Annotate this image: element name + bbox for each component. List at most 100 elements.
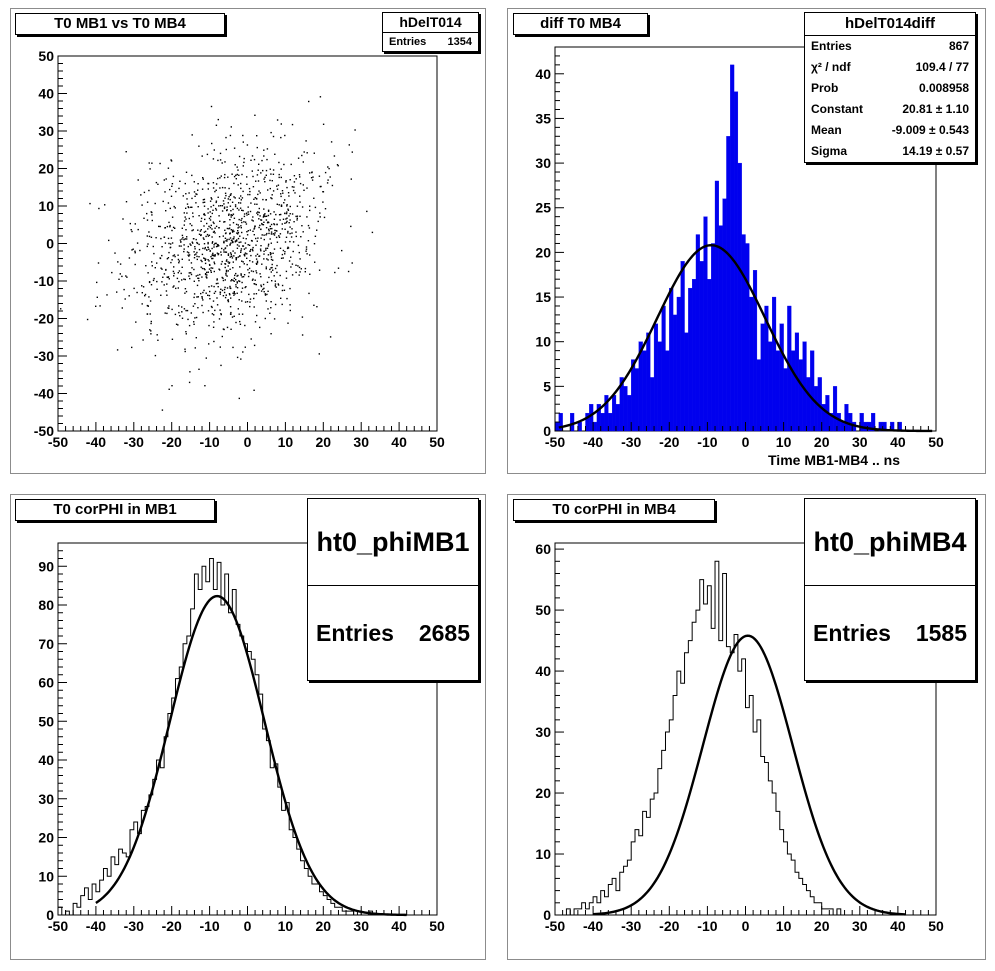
scatter-point: [234, 204, 237, 206]
scatter-point: [230, 328, 232, 330]
x-tick-label: 10: [776, 434, 792, 450]
scatter-point: [179, 180, 181, 182]
pad-title: diff T0 MB4: [513, 13, 648, 35]
x-tick-label: -40: [86, 434, 106, 450]
scatter-point: [317, 220, 319, 223]
scatter-point: [228, 261, 231, 264]
scatter-point: [210, 271, 212, 273]
scatter-point: [165, 210, 167, 212]
scatter-point: [189, 277, 191, 280]
scatter-point: [232, 279, 234, 282]
scatter-point: [206, 276, 208, 279]
scatter-point: [309, 254, 311, 256]
scatter-point: [237, 231, 240, 234]
scatter-point: [299, 182, 302, 185]
scatter-point: [249, 301, 251, 303]
scatter-point: [96, 296, 98, 298]
scatter-point: [171, 183, 174, 185]
scatter-point: [173, 205, 175, 208]
scatter-point: [246, 214, 248, 216]
scatter-point: [207, 182, 210, 185]
scatter-point: [276, 223, 278, 226]
scatter-point: [242, 134, 244, 137]
scatter-point: [350, 225, 352, 228]
x-tick-label: -10: [697, 434, 717, 450]
scatter-point: [188, 272, 190, 274]
scatter-point: [148, 235, 151, 238]
scatter-point: [227, 300, 230, 303]
scatter-point: [236, 166, 238, 168]
scatter-point: [281, 303, 283, 306]
scatter-point: [251, 155, 254, 157]
scatter-point: [285, 236, 288, 238]
scatter-point: [210, 224, 212, 227]
stats-label: Prob: [811, 81, 839, 95]
scatter-point: [176, 277, 179, 280]
y-tick-label: 15: [535, 289, 551, 305]
scatter-point: [243, 253, 245, 256]
scatter-point: [229, 287, 231, 289]
scatter-point: [161, 246, 163, 248]
scatter-point: [198, 280, 200, 282]
scatter-point: [119, 273, 121, 275]
histogram-bar: [676, 296, 681, 432]
scatter-point: [256, 262, 259, 264]
scatter-point: [265, 234, 267, 236]
scatter-point: [192, 242, 194, 244]
scatter-point: [235, 174, 237, 176]
scatter-point: [285, 212, 288, 215]
scatter-point: [304, 267, 307, 270]
scatter-point: [157, 339, 159, 341]
scatter-point: [265, 300, 267, 302]
scatter-point: [267, 209, 270, 211]
scatter-point: [202, 247, 204, 250]
scatter-point: [243, 161, 245, 164]
scatter-point: [282, 249, 285, 252]
scatter-point: [215, 245, 218, 248]
scatter-point: [222, 295, 225, 297]
scatter-point: [207, 188, 209, 190]
scatter-point: [211, 257, 213, 260]
scatter-point: [147, 305, 149, 307]
scatter-point: [311, 179, 314, 181]
scatter-point: [280, 168, 282, 170]
scatter-point: [266, 258, 268, 260]
scatter-point: [184, 350, 186, 353]
histogram-bar: [695, 234, 700, 432]
scatter-point: [185, 331, 187, 333]
scatter-point: [258, 226, 260, 229]
scatter-point: [253, 198, 255, 200]
stats-label: Sigma: [811, 144, 848, 158]
y-tick-label: 0: [543, 907, 551, 923]
scatter-point: [271, 197, 273, 200]
scatter-point: [249, 250, 251, 252]
scatter-point: [234, 274, 236, 277]
scatter-point: [171, 259, 173, 261]
scatter-point: [251, 170, 253, 172]
scatter-point: [232, 250, 234, 252]
scatter-point: [231, 240, 233, 242]
scatter-point: [264, 294, 267, 296]
stats-row: Mean -9.009 ± 0.543: [805, 120, 975, 141]
scatter-point: [252, 220, 254, 222]
scatter-point: [171, 308, 173, 311]
scatter-point: [211, 306, 213, 309]
scatter-point: [256, 203, 258, 205]
scatter-point: [273, 318, 276, 320]
scatter-point: [191, 206, 193, 208]
scatter-point: [224, 187, 226, 189]
scatter-point: [212, 326, 215, 328]
scatter-point: [197, 206, 199, 208]
pad-scatter: -50 -40 -30 -20 -10 0 10 20 30 40 50 -50 -40 -30 -20 -1…: [10, 8, 486, 474]
scatter-point: [220, 313, 222, 316]
scatter-point: [241, 281, 243, 284]
scatter-point: [217, 159, 219, 162]
histogram-bar: [577, 421, 582, 432]
scatter-point: [156, 288, 158, 290]
scatter-point: [233, 291, 235, 293]
y-tick-label: -50: [34, 423, 54, 439]
scatter-point: [237, 233, 239, 235]
scatter-point: [215, 209, 218, 211]
x-tick-label: -40: [583, 434, 603, 450]
scatter-point: [233, 277, 236, 279]
